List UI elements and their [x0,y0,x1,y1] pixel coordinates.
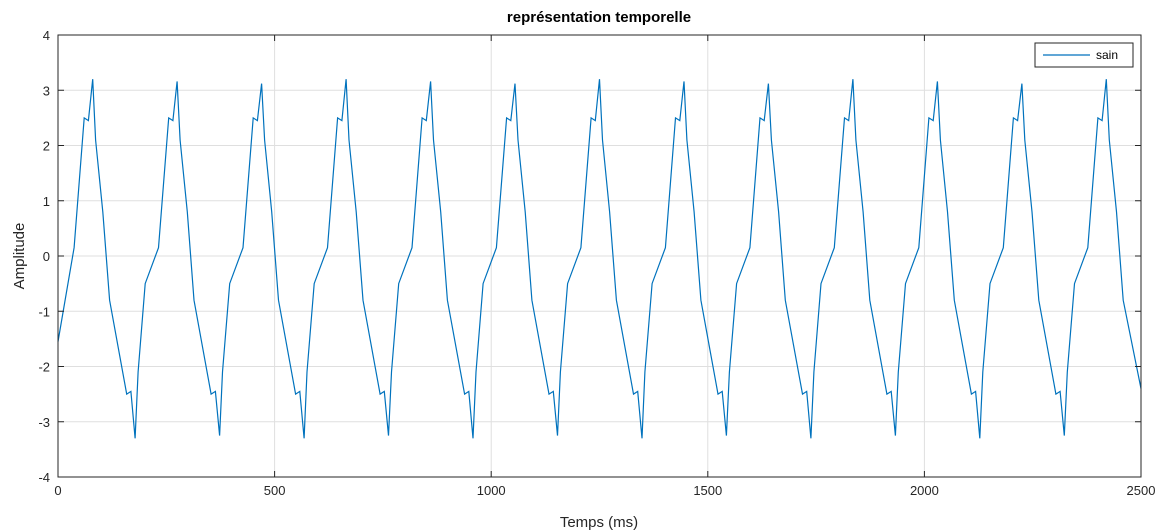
chart-title: représentation temporelle [507,9,691,26]
y-tick-label: -4 [38,470,50,485]
x-tick-label: 1000 [477,483,506,498]
x-tick-label: 1500 [693,483,722,498]
tick-labels: 0 500 1000 1500 2000 2500 -4 -3 -2 -1 0 1 2 3 4 [38,28,1155,498]
y-tick-label: 3 [43,83,50,98]
y-axis-label: Amplitude [11,223,28,290]
x-tick-label: 2000 [910,483,939,498]
y-tick-label: 2 [43,139,50,154]
plot-area [57,34,1142,478]
y-tick-label: 4 [43,28,50,43]
x-tick-label: 0 [54,483,61,498]
x-tick-label: 2500 [1127,483,1156,498]
legend: sain [1034,42,1134,68]
series-line-sain [57,79,1142,439]
y-tick-label: 1 [43,194,50,209]
x-tick-label: 500 [264,483,286,498]
y-tick-label: 0 [43,249,50,264]
y-tick-label: -3 [38,415,50,430]
y-tick-label: -1 [38,304,50,319]
y-tick-label: -2 [38,360,50,375]
legend-label-sain: sain [1096,48,1118,62]
axis-ticks [57,34,1142,478]
x-axis-label: Temps (ms) [560,514,638,531]
